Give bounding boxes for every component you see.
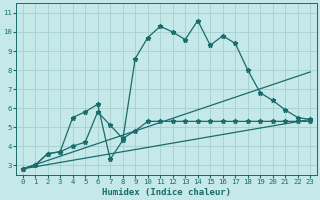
X-axis label: Humidex (Indice chaleur): Humidex (Indice chaleur) xyxy=(102,188,231,197)
